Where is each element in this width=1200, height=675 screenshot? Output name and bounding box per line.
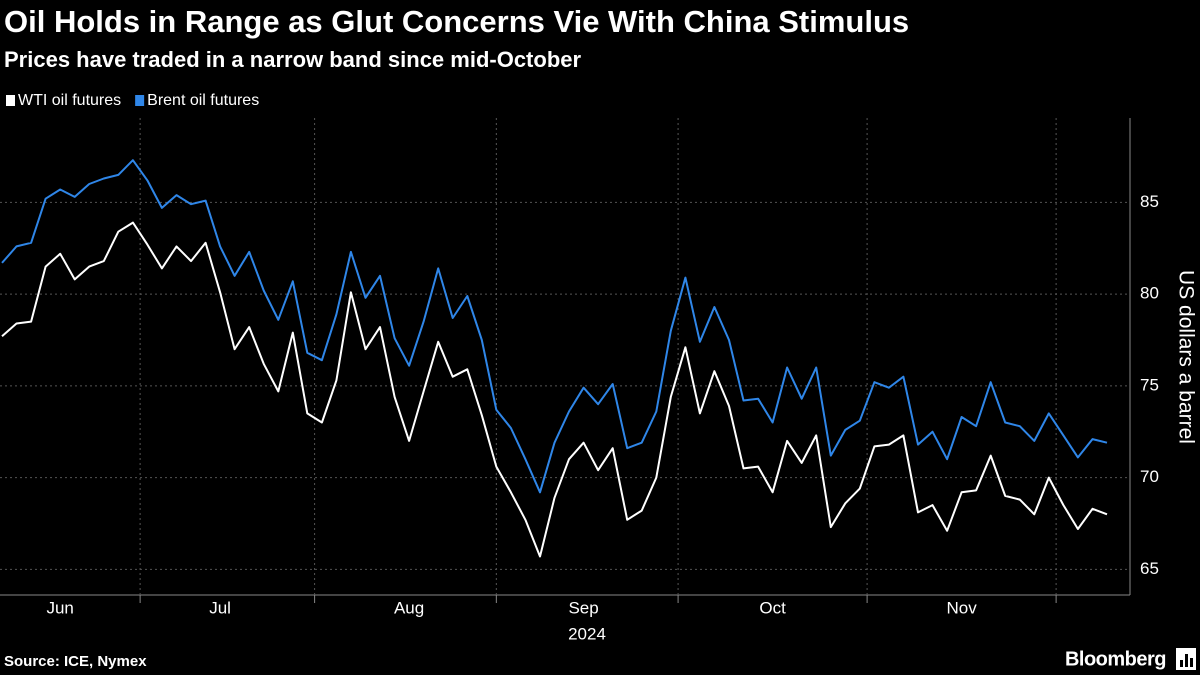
brand: Bloomberg — [1065, 648, 1166, 670]
y-tick-label: 70 — [1140, 467, 1159, 486]
legend-label: Brent oil futures — [147, 92, 259, 109]
series-line — [1, 221, 1108, 558]
y-axis-label: US dollars a barrel — [1174, 270, 1197, 444]
legend-swatch — [135, 95, 145, 106]
x-tick-label: Nov — [946, 598, 977, 617]
legend-label: WTI oil futures — [18, 92, 121, 109]
series-line — [1, 159, 1108, 494]
legend-swatch — [6, 95, 15, 106]
y-tick-label: 80 — [1140, 284, 1159, 303]
y-tick-label: 85 — [1140, 192, 1159, 211]
x-tick-label: Oct — [759, 598, 786, 617]
chart-title: Oil Holds in Range as Glut Concerns Vie … — [4, 4, 909, 39]
x-tick-label: Jun — [46, 598, 73, 617]
brand-icon — [1176, 648, 1196, 670]
source: Source: ICE, Nymex — [4, 653, 147, 670]
y-tick-label: 65 — [1140, 559, 1159, 578]
y-tick-label: 75 — [1140, 375, 1159, 394]
x-tick-label: Jul — [209, 598, 231, 617]
x-tick-label: Sep — [568, 598, 598, 617]
x-year-label: 2024 — [568, 624, 606, 643]
chart-subtitle: Prices have traded in a narrow band sinc… — [4, 47, 581, 72]
x-tick-label: Aug — [394, 598, 424, 617]
